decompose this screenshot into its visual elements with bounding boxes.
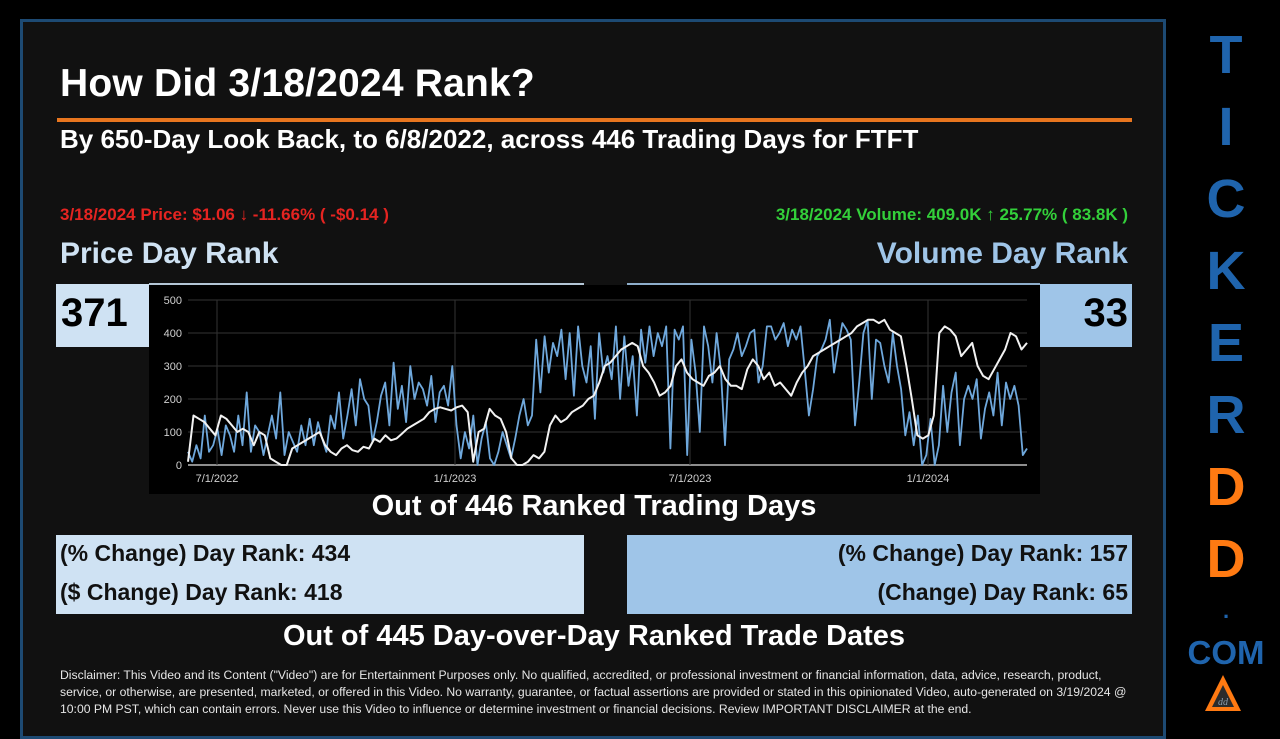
volume-change-rank: (Change) Day Rank: 65	[877, 579, 1128, 605]
brand-letter: C	[1206, 169, 1246, 229]
svg-text:1/1/2023: 1/1/2023	[434, 473, 477, 485]
svg-text:400: 400	[164, 328, 182, 340]
dod-caption: Out of 445 Day-over-Day Ranked Trade Dat…	[282, 620, 906, 652]
brand-dot: .	[1222, 598, 1230, 623]
title-divider	[57, 118, 1132, 122]
svg-text:1/1/2024: 1/1/2024	[907, 473, 950, 485]
page-title: How Did 3/18/2024 Rank?	[60, 62, 535, 105]
price-day-rank-heading: Price Day Rank	[60, 237, 279, 270]
brand-letter: T	[1209, 25, 1243, 85]
volume-divider	[627, 283, 1040, 285]
rank-history-chart: 0 100 200 300 400 500 7/1/2022 1/1/2023 7/1/2023…	[149, 285, 1040, 494]
rank-chart-svg: 0 100 200 300 400 500 7/1/2022 1/1/2023 7/1/2023…	[164, 295, 1028, 485]
price-dollar-change-rank: ($ Change) Day Rank: 418	[60, 579, 343, 605]
svg-text:500: 500	[164, 295, 182, 307]
svg-text:0: 0	[176, 460, 182, 472]
price-divider	[149, 283, 584, 285]
svg-text:7/1/2023: 7/1/2023	[669, 473, 712, 485]
warning-triangle-logo-icon: dd	[1205, 675, 1241, 711]
svg-text:200: 200	[164, 394, 182, 406]
price-change-ranks-box: (% Change) Day Rank: 434 ($ Change) Day …	[56, 535, 584, 614]
moving-average-line	[187, 318, 1028, 466]
svg-text:100: 100	[164, 427, 182, 439]
price-pct-change-rank: (% Change) Day Rank: 434	[60, 540, 351, 566]
ranked-days-caption: Out of 446 Ranked Trading Days	[371, 490, 817, 522]
brand-letter: D	[1206, 529, 1246, 589]
brand-letter: E	[1207, 313, 1245, 373]
daily-rank-line	[187, 318, 1028, 466]
page-subtitle: By 650-Day Look Back, to 6/8/2022, acros…	[60, 124, 919, 154]
disclaimer-text: Disclaimer: This Video and its Content (…	[60, 668, 1127, 716]
price-rank-box: 371	[56, 284, 149, 347]
brand-letter: R	[1206, 385, 1246, 445]
volume-change-line: 3/18/2024 Volume: 409.0K ↑ 25.77% ( 83.8…	[775, 205, 1128, 224]
brand-letter: D	[1206, 457, 1246, 517]
brand-letter: I	[1218, 97, 1234, 157]
volume-rank-box: 33	[1040, 284, 1132, 347]
volume-day-rank-heading: Volume Day Rank	[876, 237, 1128, 270]
brand-com: COM	[1187, 634, 1265, 671]
svg-text:7/1/2022: 7/1/2022	[196, 473, 239, 485]
svg-text:dd: dd	[1218, 697, 1229, 708]
volume-pct-change-rank: (% Change) Day Rank: 157	[837, 540, 1128, 566]
volume-change-ranks-box: (% Change) Day Rank: 157 (Change) Day Ra…	[627, 535, 1132, 614]
price-change-line: 3/18/2024 Price: $1.06 ↓ -11.66% ( -$0.1…	[60, 205, 389, 224]
svg-text:300: 300	[164, 361, 182, 373]
brand-letter: K	[1206, 241, 1246, 301]
